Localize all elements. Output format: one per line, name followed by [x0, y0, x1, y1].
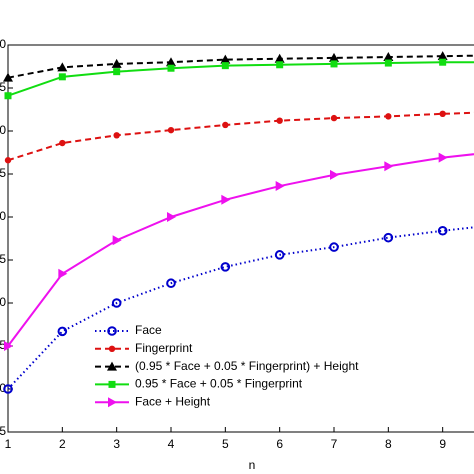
y-tick-label: 0: [0, 209, 6, 223]
data-point: [57, 326, 68, 337]
data-point: [221, 62, 229, 70]
data-point: [58, 268, 68, 279]
y-tick-label: 0: [0, 381, 6, 395]
data-point: [167, 64, 175, 72]
x-tick-label: 5: [222, 437, 229, 451]
data-point: [3, 384, 13, 394]
data-point: [112, 235, 122, 246]
data-point: [166, 57, 176, 67]
y-tick-label: 5: [0, 252, 6, 266]
data-point: [220, 262, 231, 272]
data-point: [111, 58, 122, 68]
legend-marker: [107, 326, 117, 336]
x-tick-label: 3: [113, 437, 120, 451]
data-point: [437, 225, 448, 236]
x-tick-label: 6: [276, 437, 283, 451]
series-line: [7, 153, 474, 347]
data-point: [383, 232, 394, 243]
data-point: [329, 52, 339, 62]
data-point: [3, 72, 13, 82]
data-point: [222, 121, 229, 129]
legend-label: Face + Height: [135, 394, 211, 408]
data-point: [329, 242, 339, 252]
x-tick-label: 1: [5, 437, 12, 451]
series-line: [7, 61, 474, 97]
data-point: [166, 278, 176, 289]
data-point: [4, 92, 12, 100]
data-point: [113, 132, 120, 139]
y-tick-label: 5: [0, 338, 6, 352]
data-point: [276, 117, 283, 124]
data-point: [111, 298, 122, 308]
data-point: [167, 126, 175, 134]
x-tick-label: 9: [439, 437, 446, 451]
y-tick-label: 0: [0, 37, 6, 51]
data-point: [58, 73, 66, 81]
legend-marker: [107, 361, 117, 371]
data-point: [385, 113, 392, 120]
data-point: [4, 341, 13, 351]
legend-marker: [108, 380, 116, 388]
legend-label: 0.95 * Face + 0.05 * Fingerprint: [135, 377, 303, 391]
x-tick-label: 4: [168, 437, 175, 451]
data-point: [438, 152, 448, 163]
y-tick-label: 5: [0, 80, 6, 94]
data-point: [330, 114, 338, 122]
data-point: [276, 61, 284, 69]
series-line: [7, 111, 474, 162]
data-point: [439, 58, 447, 66]
x-axis-label: n: [249, 458, 256, 472]
legend-label: Face: [135, 323, 162, 337]
y-tick-label: 0: [0, 123, 6, 137]
plot-frame: [7, 44, 474, 433]
y-tick-label: 0: [0, 295, 6, 309]
data-point: [330, 169, 339, 180]
data-point: [384, 161, 394, 172]
data-point: [383, 52, 394, 62]
series-line: [7, 54, 474, 79]
data-point: [113, 68, 121, 76]
x-tick-label: 2: [59, 437, 66, 451]
y-tick-label: 5: [0, 424, 6, 438]
data-point: [57, 62, 68, 72]
x-tick-label: 7: [331, 437, 338, 451]
data-point: [439, 110, 446, 118]
data-point: [4, 157, 12, 164]
data-point: [384, 59, 392, 67]
x-tick-label: 8: [385, 437, 392, 451]
legend-marker: [108, 397, 117, 408]
data-point: [274, 53, 285, 63]
data-point: [274, 250, 285, 260]
legend-label: Fingerprint: [135, 341, 193, 355]
data-point: [437, 51, 448, 61]
legend-marker: [108, 345, 116, 352]
data-point: [221, 194, 231, 205]
data-point: [330, 60, 338, 68]
data-point: [167, 212, 176, 222]
data-point: [59, 139, 66, 147]
legend-label: (0.95 * Face + 0.05 * Fingerprint) + Hei…: [135, 359, 359, 373]
data-point: [275, 181, 285, 192]
data-point: [220, 54, 231, 64]
y-tick-label: 5: [0, 166, 6, 180]
